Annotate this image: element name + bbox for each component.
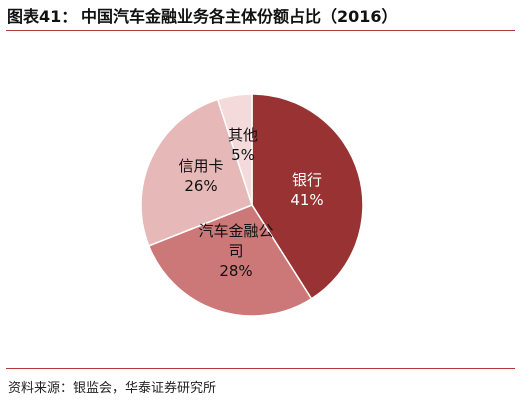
pie-chart-area: 银行 41% 汽车金融公司 28% 信用卡 26% 其他 5% xyxy=(0,34,521,364)
figure-label: 图表41： xyxy=(7,7,78,26)
footer-rule xyxy=(6,368,515,369)
pie-label-4: 其他 5% xyxy=(228,126,258,164)
pie-value-label: 5% xyxy=(231,146,255,164)
figure-title: 中国汽车金融业务各主体份额占比（2016） xyxy=(81,7,398,26)
pie-category-label: 司 xyxy=(228,242,243,260)
figure-header: 图表41： 中国汽车金融业务各主体份额占比（2016） xyxy=(7,6,515,28)
pie-label-1: 银行 41% xyxy=(290,171,323,209)
pie-slice-2 xyxy=(147,204,313,317)
pie-slices xyxy=(140,93,364,317)
pie-chart: 银行 41% 汽车金融公司 28% 信用卡 26% 其他 5% xyxy=(140,93,364,317)
pie-value-label: 28% xyxy=(219,262,252,280)
pie-category-label: 其他 xyxy=(228,126,258,144)
pie-slice-4 xyxy=(216,93,253,206)
pie-value-label: 41% xyxy=(290,191,323,209)
source-note: 资料来源：银监会，华泰证券研究所 xyxy=(8,381,217,396)
header-rule xyxy=(6,30,515,31)
pie-slice-3 xyxy=(140,98,253,247)
pie-label-3: 信用卡 26% xyxy=(178,157,223,195)
pie-category-label: 银行 xyxy=(292,171,322,189)
pie-labels: 银行 41% 汽车金融公司 28% 信用卡 26% 其他 5% xyxy=(178,126,323,280)
pie-category-label: 信用卡 xyxy=(178,157,223,175)
pie-value-label: 26% xyxy=(184,177,217,195)
pie-category-label: 汽车金融公 xyxy=(198,222,273,240)
pie-label-2: 汽车金融公司 28% xyxy=(198,222,273,280)
